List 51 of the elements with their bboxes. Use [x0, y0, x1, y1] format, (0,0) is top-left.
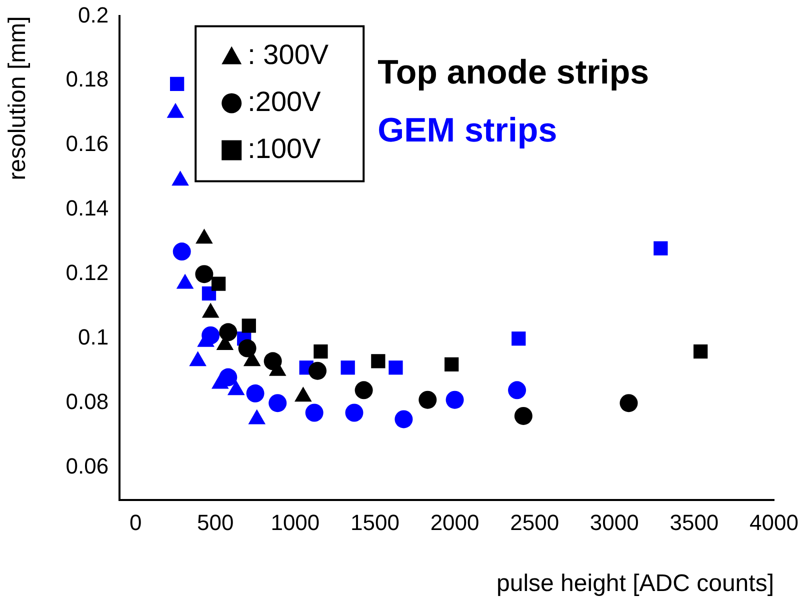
- point: [314, 344, 328, 359]
- legend-label: :100V: [248, 132, 322, 164]
- point: [212, 276, 226, 291]
- point: [446, 390, 464, 409]
- x-tick-label: 4000: [750, 510, 798, 536]
- point: [219, 323, 238, 342]
- point: [508, 381, 526, 400]
- point: [170, 76, 184, 91]
- annotation: Top anode strips: [378, 54, 650, 92]
- legend-label: :200V: [248, 86, 322, 117]
- point: [512, 332, 526, 346]
- point: [620, 394, 638, 412]
- legend-label: : 300V: [248, 38, 329, 70]
- point: [444, 357, 459, 372]
- point: [340, 360, 355, 375]
- y-tick-label: 0.08: [66, 389, 109, 414]
- annotation: GEM strips: [378, 112, 558, 150]
- y-tick-label: 0.18: [66, 66, 109, 92]
- point: [654, 241, 668, 256]
- y-tick-label: 0.16: [66, 131, 109, 156]
- point: [694, 344, 708, 359]
- point: [268, 394, 287, 412]
- point: [418, 390, 437, 409]
- point: [308, 362, 327, 380]
- point: [195, 265, 214, 284]
- y-axis-title: resolution [mm]: [4, 16, 32, 180]
- point: [305, 404, 324, 422]
- y-tick-label: 0.06: [66, 454, 109, 479]
- point: [345, 404, 364, 422]
- x-tick-label: 1500: [350, 510, 400, 536]
- x-axis-title: pulse height [ADC counts]: [496, 570, 774, 598]
- point: [514, 406, 532, 425]
- x-tick-label: 0: [129, 510, 142, 536]
- y-tick-label: 0.2: [78, 2, 109, 28]
- x-tick-label: 500: [197, 510, 234, 536]
- point: [172, 242, 191, 261]
- x-tick-label: 1000: [270, 510, 320, 536]
- y-tick-label: 0.1: [78, 324, 109, 350]
- y-tick-label: 0.14: [66, 196, 109, 221]
- point: [246, 384, 264, 402]
- point: [388, 360, 403, 375]
- point: [394, 410, 413, 428]
- point: [238, 339, 256, 358]
- point: [242, 318, 256, 333]
- point: [354, 381, 373, 400]
- y-tick-label: 0.12: [66, 260, 109, 286]
- x-tick-label: 2500: [510, 510, 560, 536]
- x-tick-label: 3500: [670, 510, 719, 536]
- x-tick-label: 2000: [430, 510, 480, 536]
- x-tick-label: 3000: [590, 510, 639, 536]
- point: [371, 354, 386, 368]
